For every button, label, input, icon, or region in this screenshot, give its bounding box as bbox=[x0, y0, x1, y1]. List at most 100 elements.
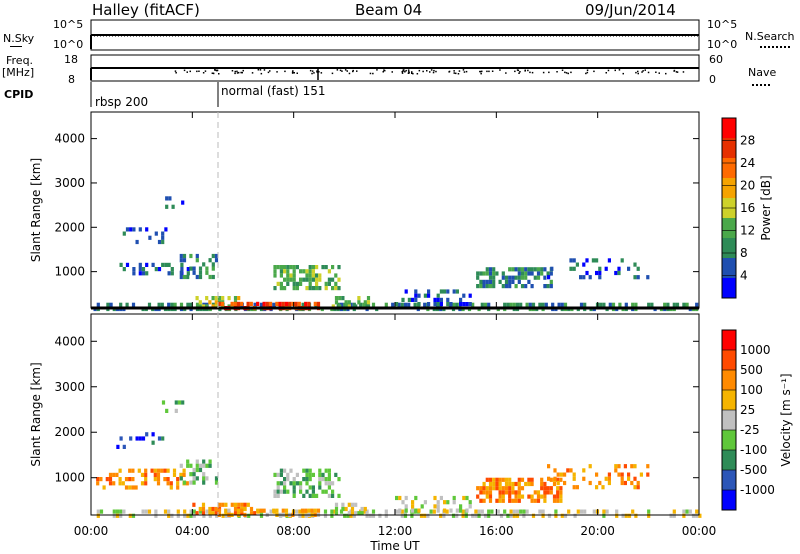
data-cell bbox=[316, 508, 321, 513]
data-cell bbox=[360, 511, 364, 516]
data-cell bbox=[183, 509, 187, 514]
cpid-label: CPID bbox=[4, 88, 34, 101]
nave-dot bbox=[231, 70, 234, 72]
data-cell bbox=[141, 436, 146, 441]
nave-dot bbox=[455, 72, 457, 75]
data-cell bbox=[331, 265, 335, 270]
data-cell bbox=[627, 472, 631, 477]
data-cell bbox=[299, 269, 303, 274]
data-cell bbox=[554, 513, 558, 518]
nave-dot bbox=[618, 69, 621, 71]
data-cell bbox=[400, 509, 404, 514]
data-cell bbox=[324, 489, 328, 494]
y-tick-label: 3000 bbox=[54, 380, 85, 394]
data-cell bbox=[246, 502, 250, 507]
colorbar-segment bbox=[722, 350, 736, 370]
data-cell bbox=[286, 265, 290, 270]
x-tick-label: 04:00 bbox=[175, 524, 210, 538]
data-cell bbox=[129, 436, 133, 441]
data-cell bbox=[202, 463, 206, 468]
nave-dot bbox=[336, 69, 339, 71]
data-cell bbox=[602, 513, 606, 518]
data-cell bbox=[138, 271, 142, 276]
data-cell bbox=[517, 481, 521, 487]
data-cell bbox=[501, 284, 505, 289]
data-cell bbox=[614, 468, 618, 473]
data-cell bbox=[170, 513, 174, 518]
data-cell bbox=[166, 477, 170, 482]
data-cell bbox=[485, 494, 489, 499]
data-cell bbox=[480, 509, 484, 514]
data-cell bbox=[346, 513, 350, 518]
data-cell bbox=[560, 302, 564, 307]
nave-dot bbox=[644, 69, 646, 71]
data-cell bbox=[327, 493, 331, 498]
nsky-panel bbox=[90, 19, 700, 51]
nave-dot bbox=[491, 70, 494, 72]
data-cell bbox=[527, 267, 531, 272]
data-cell bbox=[449, 302, 453, 307]
data-cell bbox=[273, 493, 277, 498]
data-cell bbox=[217, 296, 222, 301]
data-cell bbox=[214, 476, 219, 481]
nave-dot bbox=[186, 71, 188, 73]
nave-dot bbox=[422, 70, 424, 73]
station-title: Halley (fitACF) bbox=[92, 1, 200, 19]
data-cell bbox=[549, 486, 553, 491]
nave-dot bbox=[676, 71, 679, 73]
data-cell bbox=[350, 502, 355, 507]
data-cell bbox=[506, 302, 510, 307]
data-cell bbox=[141, 267, 146, 272]
data-cell bbox=[474, 513, 478, 518]
data-cell bbox=[273, 273, 277, 278]
data-cell bbox=[517, 275, 521, 280]
data-cell bbox=[439, 297, 443, 302]
nave-dot bbox=[516, 69, 519, 71]
data-cell bbox=[350, 506, 355, 512]
data-cell bbox=[318, 273, 322, 278]
data-cell bbox=[176, 513, 180, 518]
data-cell bbox=[165, 408, 169, 413]
data-cell bbox=[499, 513, 504, 518]
data-cell bbox=[262, 508, 266, 513]
data-cell bbox=[403, 302, 408, 307]
data-cell bbox=[211, 511, 215, 516]
data-cell bbox=[236, 508, 241, 513]
colorbar-label: Velocity [m s⁻¹] bbox=[779, 373, 793, 466]
data-cell bbox=[575, 485, 579, 490]
data-cell bbox=[540, 267, 544, 272]
data-cell bbox=[205, 476, 209, 481]
data-cell bbox=[334, 286, 338, 291]
data-cell bbox=[324, 281, 328, 286]
data-cell bbox=[292, 493, 296, 498]
data-cell bbox=[240, 301, 244, 306]
data-cell bbox=[536, 490, 541, 495]
data-cell bbox=[302, 468, 306, 473]
data-cell bbox=[172, 472, 177, 477]
data-cell bbox=[556, 480, 560, 486]
data-cell bbox=[411, 508, 415, 513]
data-cell bbox=[147, 302, 152, 307]
data-cell bbox=[138, 267, 142, 272]
data-cell bbox=[164, 262, 168, 267]
data-cell bbox=[552, 494, 557, 499]
data-cell bbox=[201, 506, 206, 512]
nave-dot bbox=[309, 69, 312, 72]
data-cell bbox=[476, 494, 480, 499]
nave-dot bbox=[240, 71, 242, 74]
power-panel bbox=[90, 111, 700, 312]
data-cell bbox=[173, 302, 177, 307]
data-cell bbox=[179, 476, 183, 481]
nave-dot bbox=[339, 69, 342, 72]
data-cell bbox=[540, 486, 544, 491]
data-cell bbox=[253, 511, 257, 516]
nave-dot bbox=[267, 71, 270, 74]
nave-dot bbox=[346, 70, 348, 72]
colorbar-tick-label: 100 bbox=[740, 383, 763, 397]
data-cell bbox=[163, 468, 167, 473]
data-cell bbox=[552, 498, 557, 503]
data-cell bbox=[284, 508, 289, 513]
data-cell bbox=[605, 509, 609, 514]
data-cell bbox=[321, 472, 325, 477]
data-cell bbox=[198, 270, 203, 275]
